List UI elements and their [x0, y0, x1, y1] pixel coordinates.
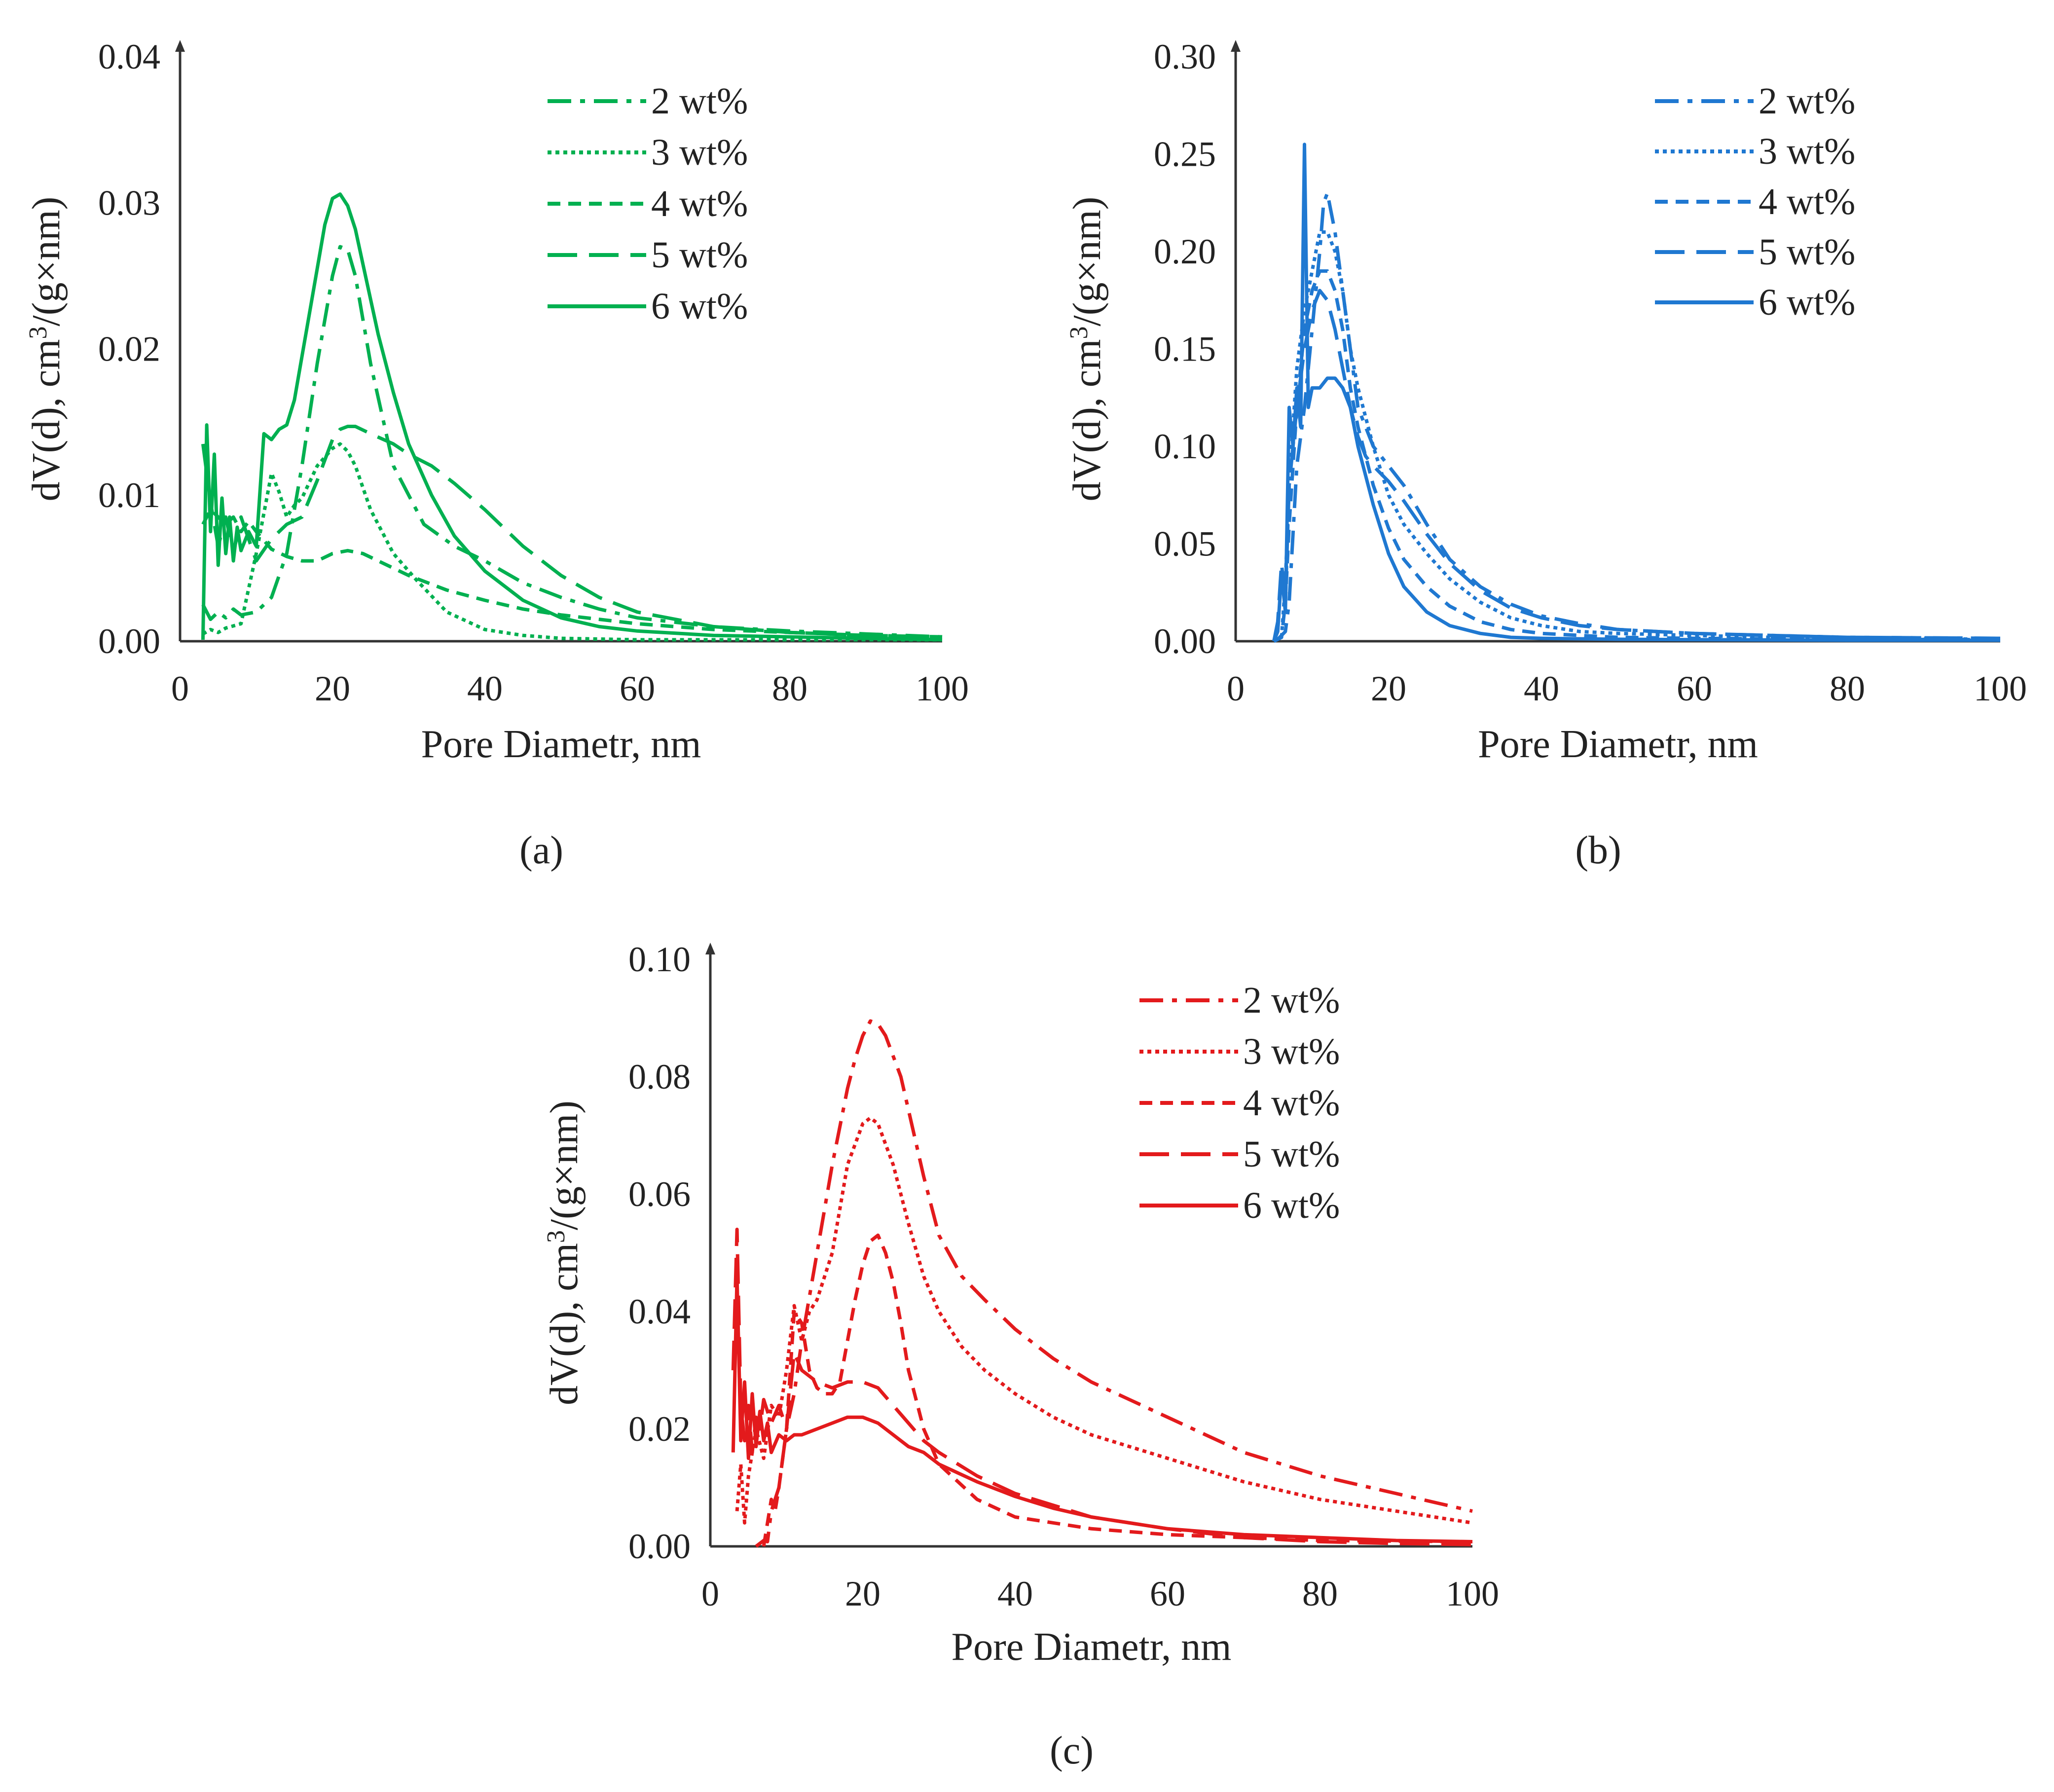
y-tick-label: 0.00 [1154, 622, 1216, 661]
legend-label: 5 wt% [1243, 1134, 1340, 1175]
y-tick-label: 0.20 [1154, 232, 1216, 271]
series-line-6wt [201, 192, 943, 642]
y-axis-title-unit: /(g×nm) [1065, 197, 1109, 327]
series-line-2wt [201, 245, 943, 639]
y-axis-title-superscript: 3 [24, 327, 52, 339]
series-line-5wt [1272, 289, 2001, 642]
x-tick-label: 0 [1227, 669, 1245, 708]
legend-label: 4 wt% [1759, 181, 1855, 222]
y-axis-title: dV(d), cm3/(g×nm) [24, 197, 68, 502]
legend-label: 2 wt% [1243, 980, 1340, 1021]
x-tick-label: 40 [467, 669, 503, 708]
y-tick-label: 0.15 [1154, 329, 1216, 369]
x-tick-label: 20 [1371, 669, 1406, 708]
x-tick-label: 60 [620, 669, 655, 708]
y-axis-title: dV(d), cm3/(g×nm) [542, 1100, 586, 1405]
chart-panel-2: 0 20 40 60 80 100 0.00 0.05 0.10 0.15 0.20 0.25 0.30… [1065, 37, 2027, 872]
legend-label: 3 wt% [1759, 131, 1855, 172]
x-tick-label: 100 [1446, 1574, 1499, 1613]
panel-label: (a) [519, 829, 563, 872]
y-axis-title-superscript: 3 [1065, 327, 1093, 339]
y-axis-arrow [705, 943, 715, 954]
y-tick-label: 0.03 [98, 183, 160, 222]
y-tick-label: 0.10 [628, 940, 691, 979]
y-tick-label: 0.05 [1154, 524, 1216, 564]
y-axis-title-main: dV(d), cm [1065, 339, 1109, 502]
y-tick-label: 0.00 [98, 622, 160, 661]
x-tick-label: 0 [171, 669, 189, 708]
series-line-3wt [1273, 230, 2001, 643]
x-tick-label: 100 [916, 669, 969, 708]
chart-panel-1: 0 20 40 60 80 100 0.00 0.01 0.02 0.03 0.04 Pore Dia… [24, 37, 969, 872]
series-line-6wt [731, 1275, 1473, 1543]
x-tick-label: 80 [1302, 1574, 1338, 1613]
y-tick-label: 0.00 [628, 1527, 691, 1566]
x-tick-label: 0 [701, 1574, 719, 1613]
legend-label: 4 wt% [651, 183, 748, 224]
y-tick-label: 0.08 [628, 1057, 691, 1097]
legend-label: 6 wt% [1759, 282, 1855, 323]
series-line-6wt [1272, 143, 2000, 642]
y-tick-label: 0.02 [628, 1409, 691, 1449]
legend-label: 2 wt% [1759, 80, 1855, 122]
x-axis-title: Pore Diametr, nm [1478, 723, 1758, 766]
series-line-2wt [755, 1019, 1473, 1548]
series-line-3wt [735, 1116, 1473, 1525]
x-tick-label: 80 [1830, 669, 1865, 708]
y-tick-label: 0.02 [98, 329, 160, 369]
series-line-5wt [731, 1227, 1473, 1546]
legend-label: 6 wt% [1243, 1185, 1340, 1226]
legend-label: 4 wt% [1243, 1082, 1340, 1124]
x-tick-label: 20 [315, 669, 350, 708]
y-tick-label: 0.04 [628, 1292, 691, 1331]
series-line-5wt [201, 425, 943, 639]
x-tick-label: 60 [1677, 669, 1712, 708]
x-tick-label: 40 [997, 1574, 1033, 1613]
series-line-2wt [1273, 191, 2001, 643]
y-tick-label: 0.10 [1154, 427, 1216, 466]
y-axis-title-main: dV(d), cm [25, 339, 68, 502]
legend-label: 5 wt% [651, 234, 748, 276]
legend-label: 3 wt% [651, 132, 748, 173]
x-tick-label: 100 [1974, 669, 2027, 708]
x-axis-title: Pore Diametr, nm [952, 1625, 1232, 1669]
y-tick-label: 0.04 [98, 37, 160, 76]
series-line-4wt [201, 508, 943, 639]
chart-panel-3: 0 20 40 60 80 100 0.00 0.02 0.04 0.06 0.08 0.10 Pore… [542, 940, 1499, 1772]
x-tick-label: 60 [1150, 1574, 1185, 1613]
legend-label: 3 wt% [1243, 1031, 1340, 1072]
series-line-4wt [762, 1233, 1473, 1547]
y-axis-title-unit: /(g×nm) [543, 1100, 586, 1230]
panel-label: (c) [1050, 1729, 1094, 1772]
y-tick-label: 0.25 [1154, 135, 1216, 174]
y-axis-arrow [1231, 40, 1241, 52]
x-tick-label: 80 [772, 669, 807, 708]
y-axis-title: dV(d), cm3/(g×nm) [1065, 197, 1109, 502]
x-axis-title: Pore Diametr, nm [421, 723, 701, 766]
y-tick-label: 0.30 [1154, 37, 1216, 76]
y-axis-title-unit: /(g×nm) [25, 197, 68, 327]
legend-label: 6 wt% [651, 286, 748, 327]
y-tick-label: 0.01 [98, 475, 160, 515]
legend-label: 2 wt% [651, 80, 748, 122]
y-axis-arrow [175, 40, 185, 52]
panel-label: (b) [1575, 829, 1621, 872]
y-tick-label: 0.06 [628, 1174, 691, 1214]
x-tick-label: 20 [845, 1574, 880, 1613]
y-axis-title-superscript: 3 [542, 1230, 570, 1243]
y-axis-title-main: dV(d), cm [543, 1243, 586, 1405]
x-tick-label: 40 [1524, 669, 1559, 708]
series-line-3wt [202, 442, 942, 642]
legend-label: 5 wt% [1759, 231, 1855, 273]
